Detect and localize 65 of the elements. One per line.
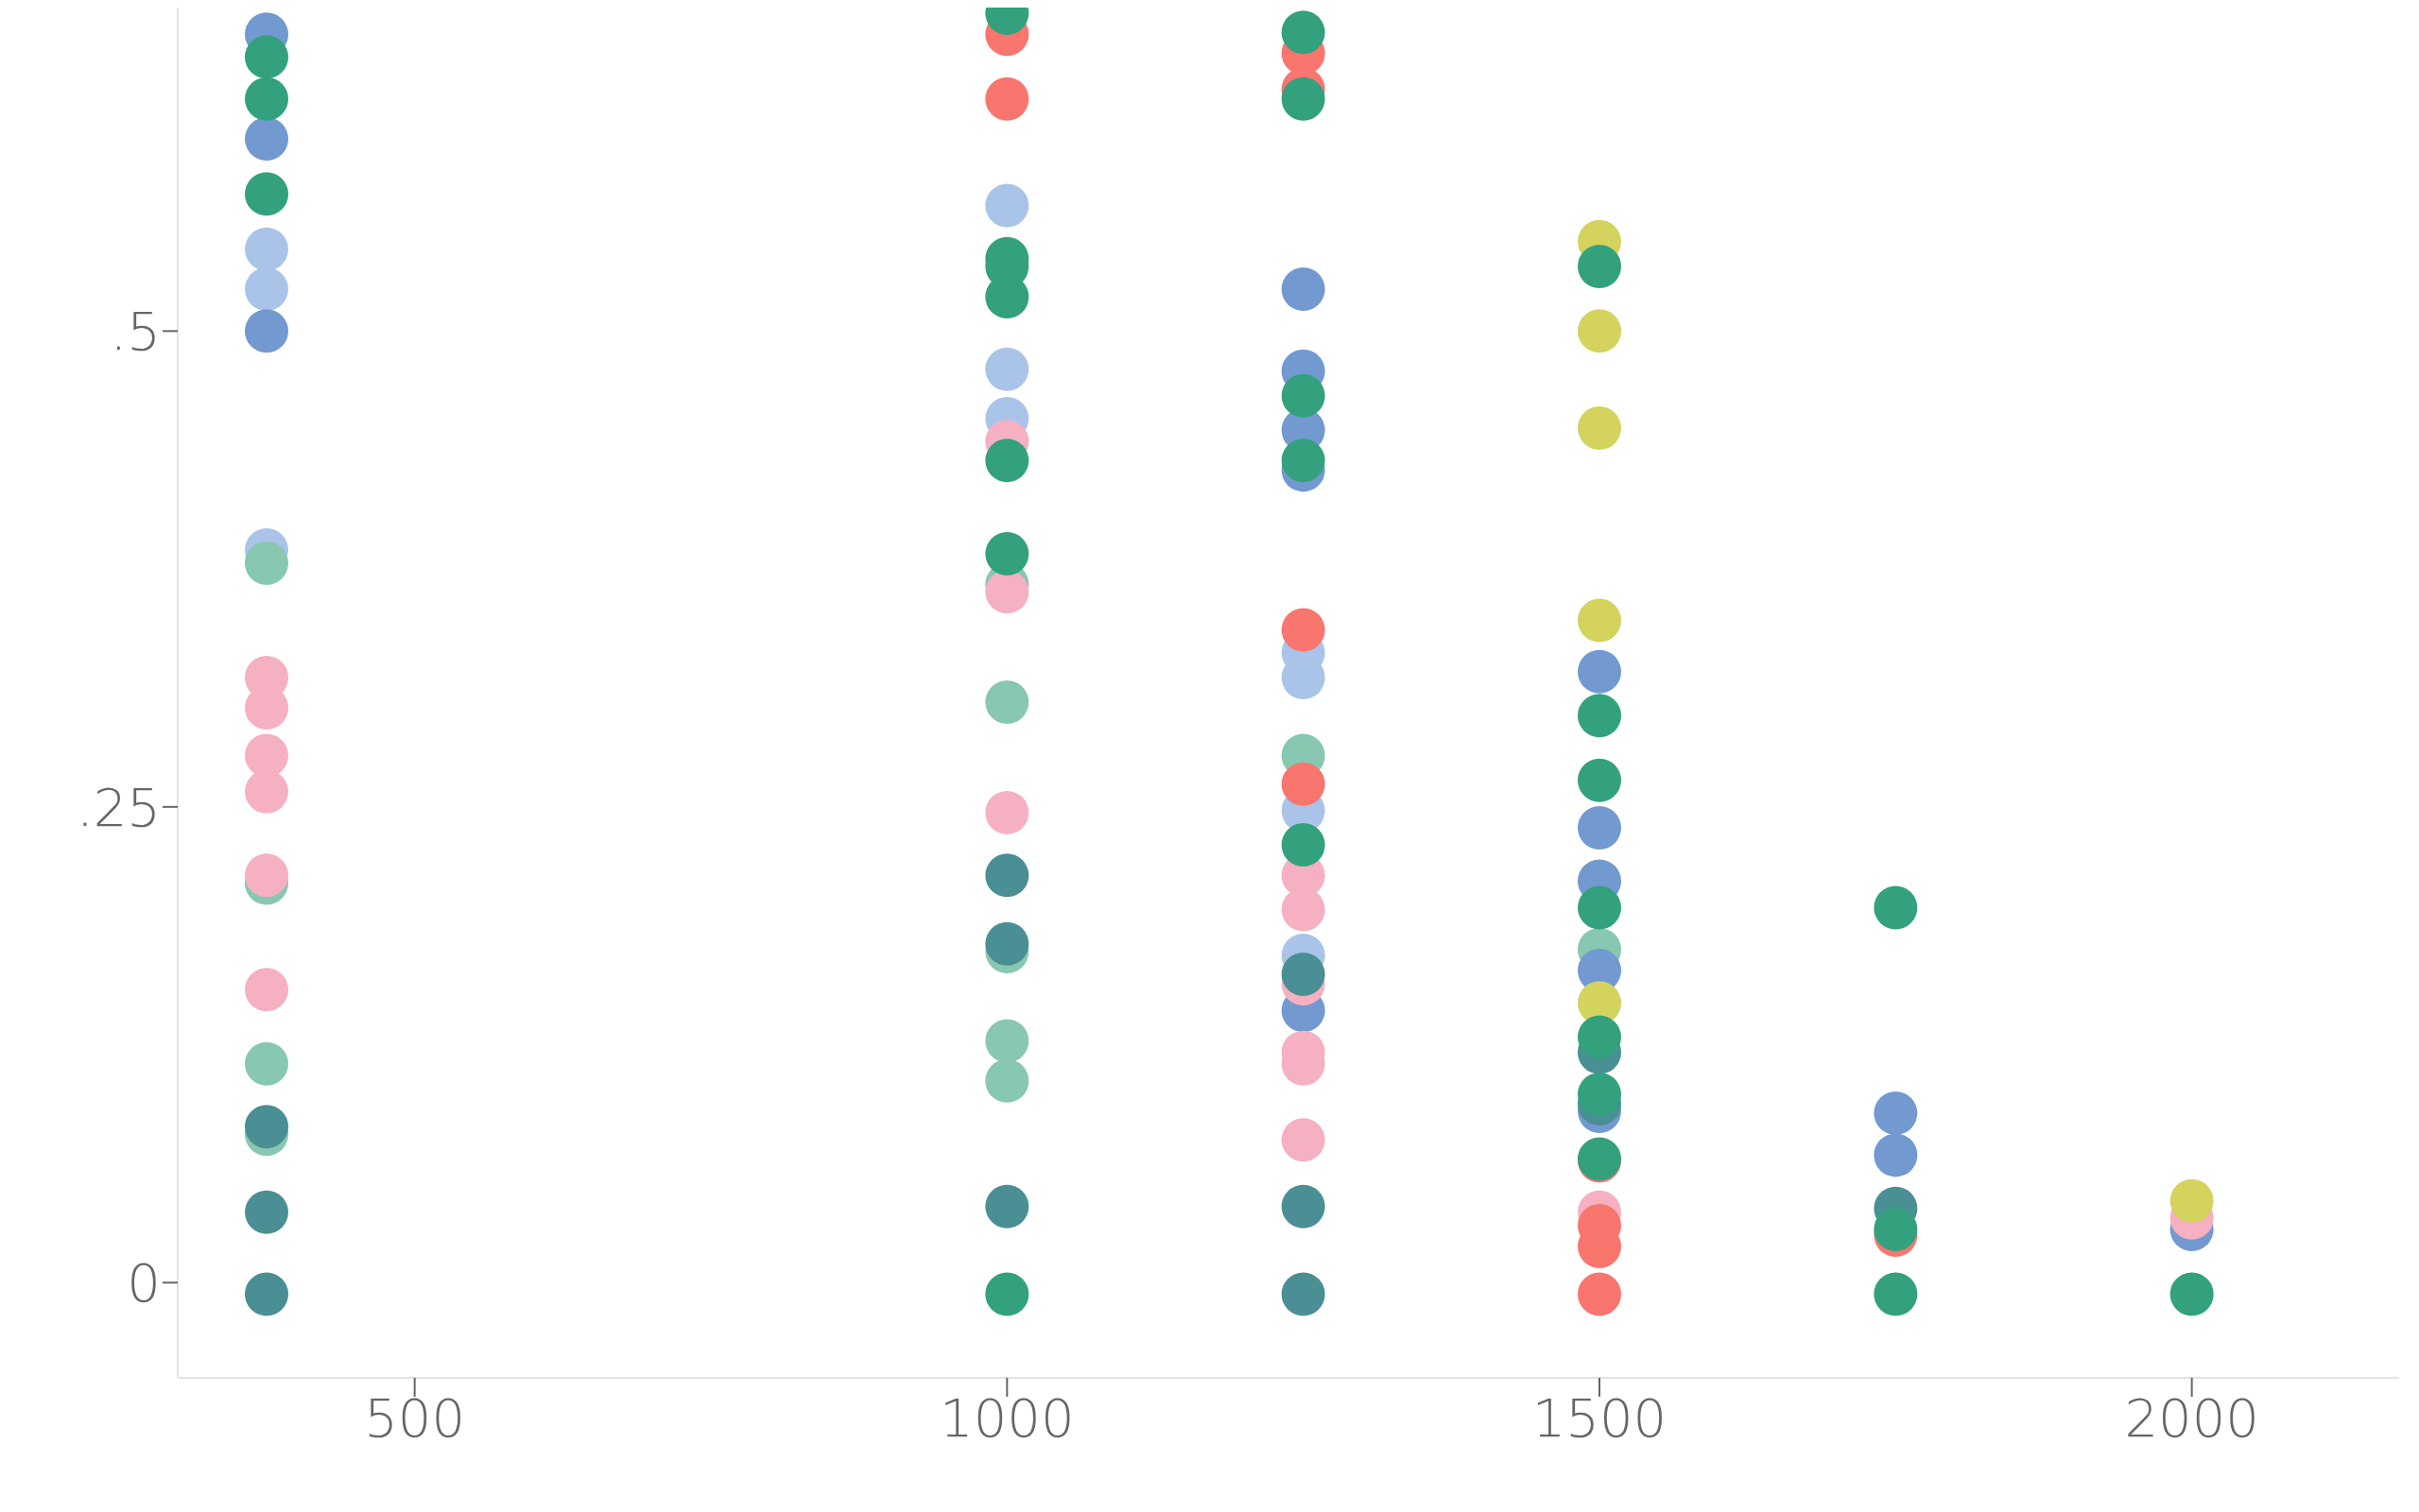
point <box>1874 885 1918 930</box>
point <box>985 1184 1029 1228</box>
point <box>245 172 288 216</box>
point <box>1281 373 1325 418</box>
point <box>985 1019 1029 1063</box>
point <box>245 227 288 271</box>
point <box>245 1190 288 1234</box>
point <box>985 531 1029 576</box>
point <box>245 267 288 312</box>
point <box>1281 823 1325 868</box>
point <box>1874 1091 1918 1136</box>
point <box>985 438 1029 483</box>
point <box>245 116 288 161</box>
point <box>1281 1118 1325 1162</box>
point <box>2169 1178 2214 1223</box>
point <box>245 968 288 1012</box>
y-tick-label: .5 <box>110 301 161 363</box>
point <box>1281 1184 1325 1228</box>
point <box>245 541 288 586</box>
point <box>985 921 1029 966</box>
point <box>245 1105 288 1149</box>
point <box>1578 1015 1621 1059</box>
point <box>1578 649 1621 694</box>
point <box>1281 77 1325 121</box>
point <box>1578 885 1621 930</box>
x-tick-label: 1000 <box>940 1386 1075 1449</box>
point <box>1578 1272 1621 1316</box>
point <box>1578 805 1621 850</box>
point <box>1281 608 1325 652</box>
point <box>245 309 288 353</box>
point <box>1874 1133 1918 1177</box>
point <box>1578 244 1621 288</box>
point <box>245 1272 288 1316</box>
point <box>985 183 1029 228</box>
x-tick-label: 2000 <box>2124 1386 2259 1449</box>
point <box>1578 309 1621 353</box>
y-tick-label: 0 <box>127 1252 161 1314</box>
point <box>1281 762 1325 806</box>
x-tick-label: 500 <box>364 1386 466 1449</box>
y-tick-label: .25 <box>76 776 161 838</box>
point <box>985 790 1029 834</box>
point <box>985 680 1029 725</box>
x-tick-label: 1500 <box>1531 1386 1667 1449</box>
point <box>1281 267 1325 312</box>
point <box>2169 1272 2214 1316</box>
point <box>1578 758 1621 802</box>
point <box>245 1041 288 1086</box>
point <box>245 35 288 79</box>
point <box>1578 1072 1621 1116</box>
point <box>1578 694 1621 738</box>
point <box>245 853 288 898</box>
point <box>1578 406 1621 451</box>
point <box>1578 598 1621 643</box>
point <box>1281 10 1325 55</box>
point <box>1874 1207 1918 1251</box>
point <box>1874 1272 1918 1316</box>
point <box>1281 438 1325 483</box>
point <box>245 77 288 121</box>
point <box>985 1272 1029 1316</box>
point <box>985 347 1029 391</box>
point <box>985 853 1029 898</box>
point <box>985 77 1029 121</box>
point <box>1281 953 1325 997</box>
point <box>985 1058 1029 1103</box>
point <box>1281 1272 1325 1316</box>
